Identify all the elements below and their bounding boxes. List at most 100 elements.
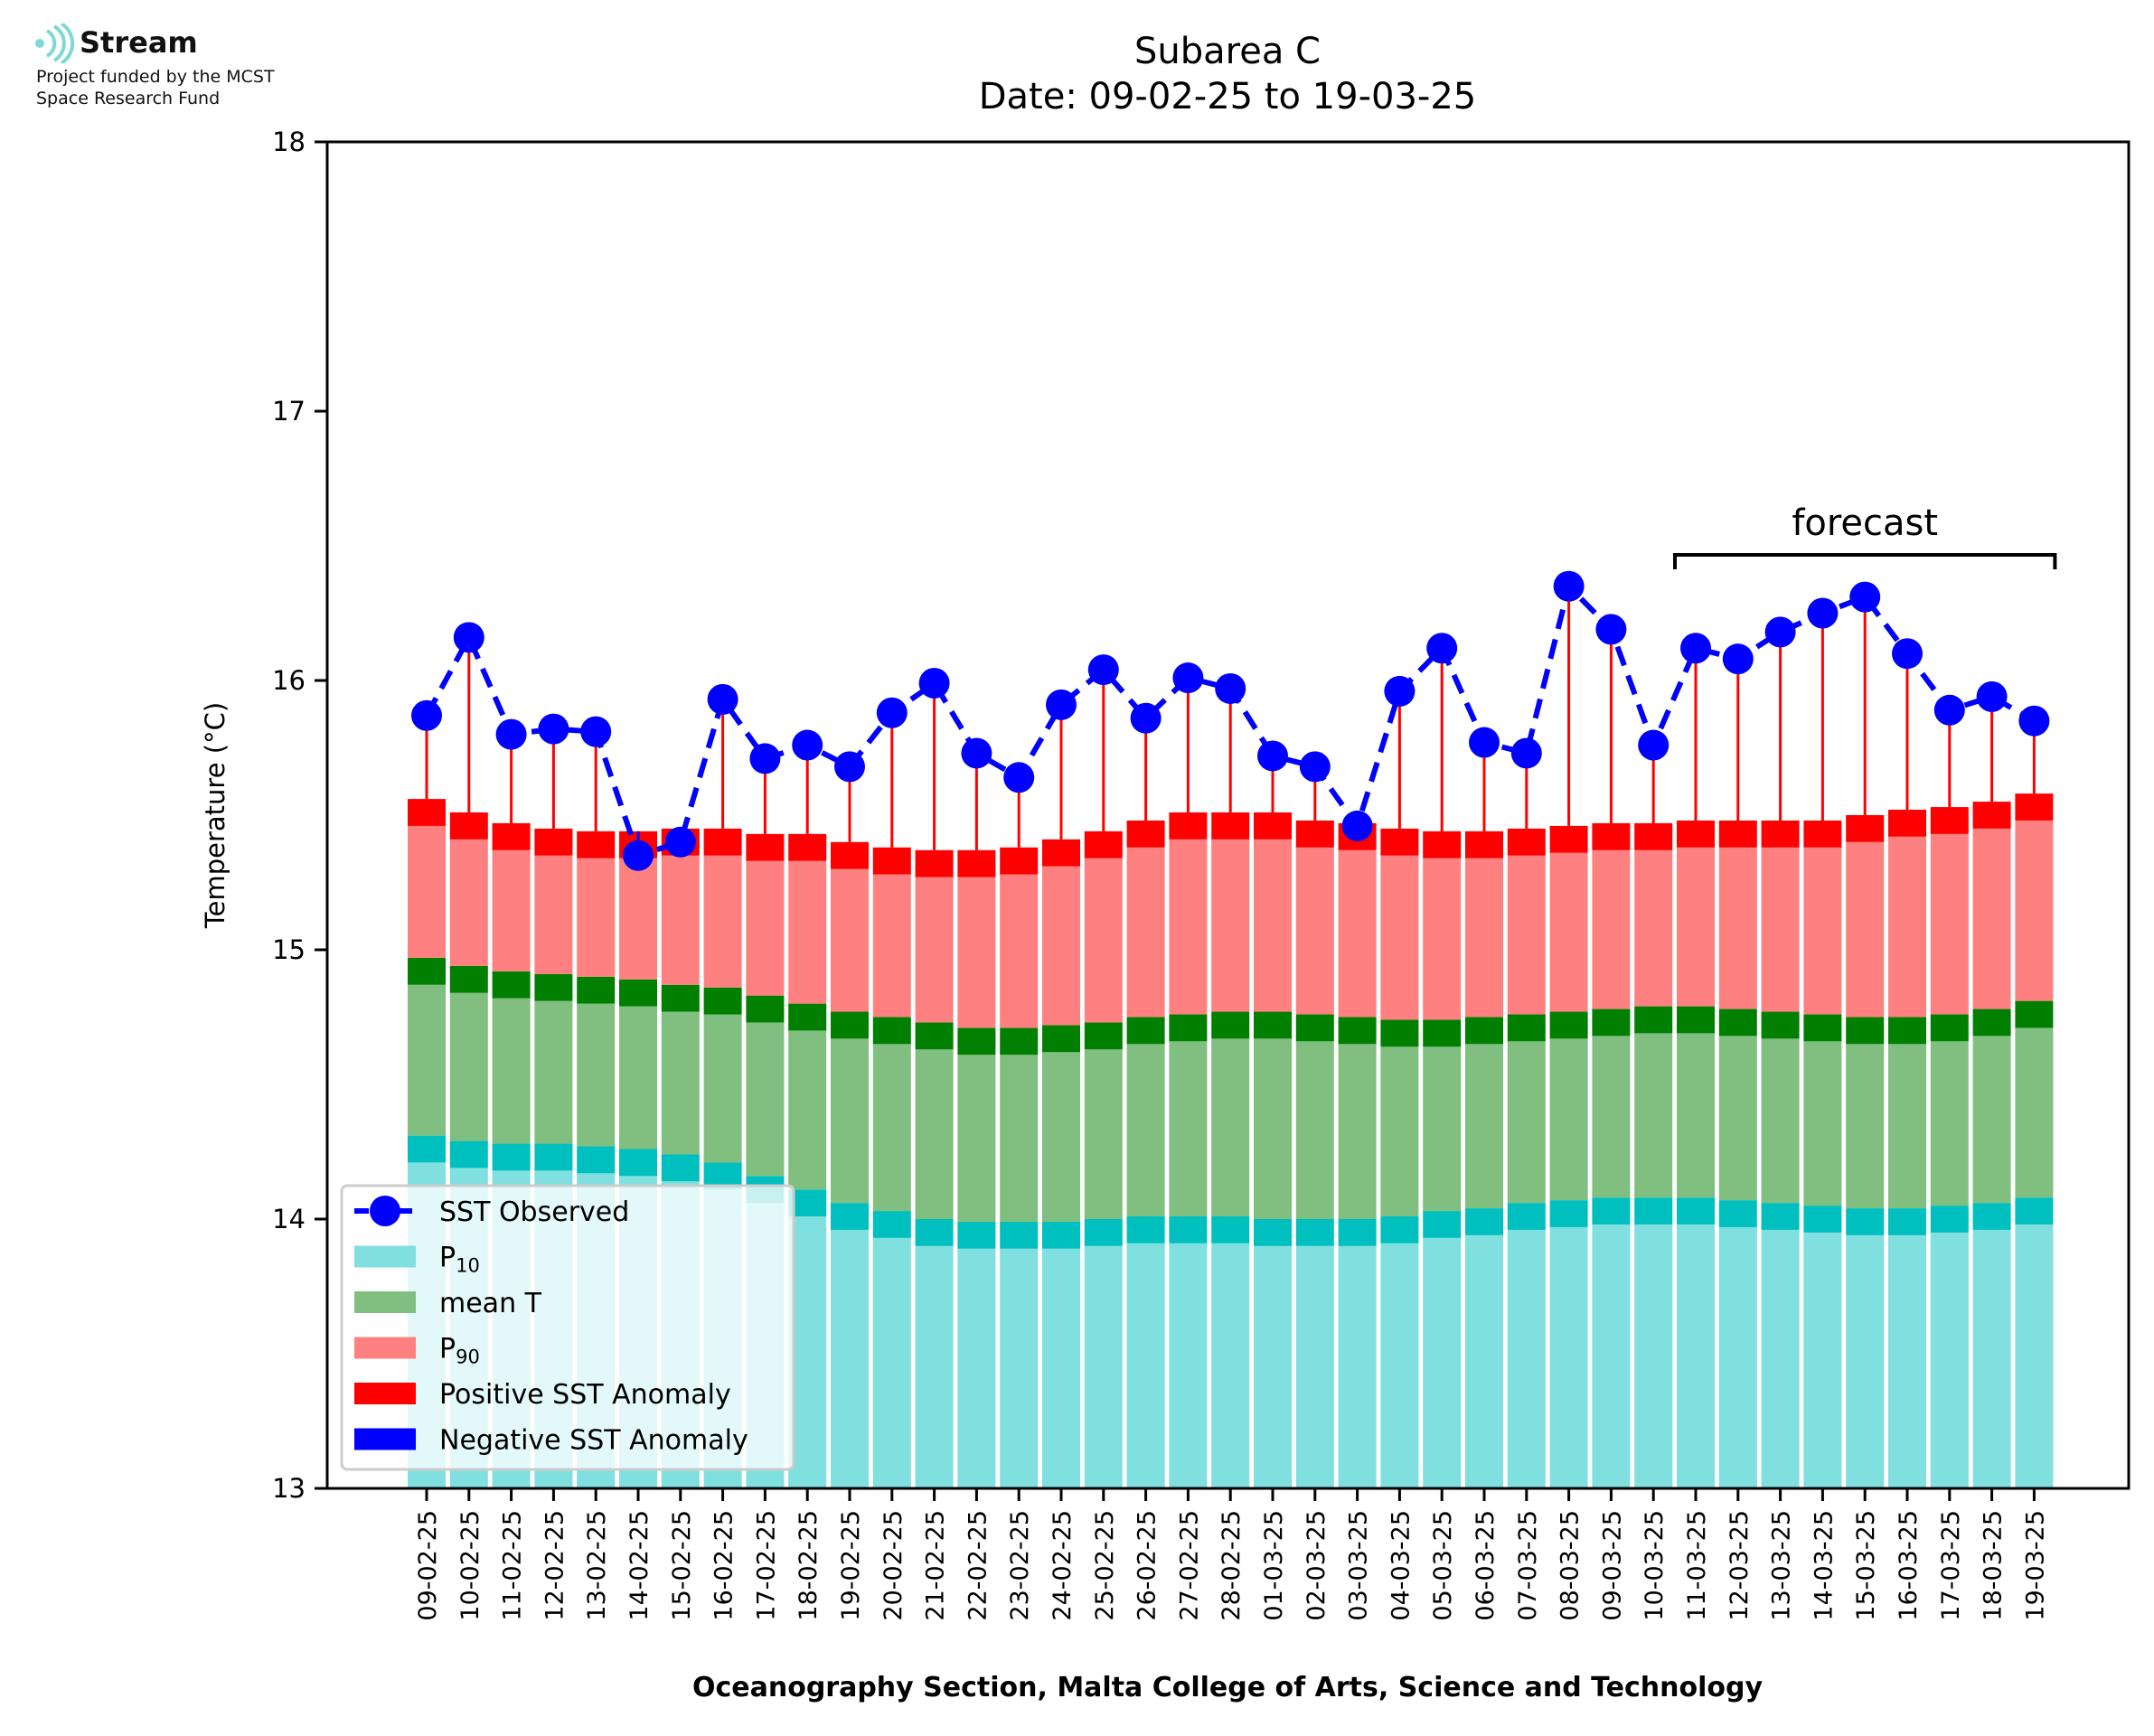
p10-bar [1126,1243,1165,1488]
p10-bar [1761,1229,1800,1488]
mean-band [1254,1011,1292,1039]
mean-band [1465,1017,1503,1045]
p90-bar [1254,839,1292,1012]
mean-bar [872,1044,911,1212]
p10-band [1549,1200,1588,1227]
legend-swatch [354,1337,416,1359]
sst-observed-point [1046,689,1077,720]
p90-band [831,841,869,869]
p90-bar [1634,849,1673,1007]
p10-band [1634,1197,1673,1225]
p10-bar [915,1245,954,1488]
p90-bar [1803,847,1842,1015]
x-tick-label: 20-02-25 [879,1510,908,1621]
x-tick-label: 01-03-25 [1260,1510,1288,1621]
p10-band [1211,1216,1250,1243]
mean-band [408,957,446,985]
sst-observed-point [1595,614,1627,645]
legend-label: Positive SST Anomaly [439,1379,731,1411]
mean-band [1211,1011,1250,1039]
p10-band [577,1146,616,1174]
x-tick-label: 10-03-25 [1641,1510,1669,1621]
sst-observed-point [1764,616,1796,648]
mean-bar [1211,1038,1250,1217]
p90-band [1718,820,1757,848]
p10-bar [1888,1234,1926,1488]
p90-bar [1169,839,1208,1015]
p90-bar [1592,849,1631,1009]
x-tick-label: 12-03-25 [1726,1510,1754,1621]
mean-bar [1972,1036,2011,1204]
p90-band [1000,847,1039,875]
sst-observed-point [707,683,738,715]
forecast-bracket-line [1673,553,2057,569]
p10-band [1423,1211,1462,1238]
x-tick-label: 03-03-25 [1345,1510,1373,1621]
sst-observed-point [1003,762,1035,793]
mean-band [1507,1014,1546,1042]
x-axis-label: Oceanography Section, Malta College of A… [692,1672,1764,1703]
x-tick-label: 16-03-25 [1895,1510,1923,1621]
sst-observed-point [1299,751,1331,783]
p90-band [534,828,573,856]
legend-swatch [354,1291,416,1313]
x-tick-label: 26-02-25 [1133,1510,1162,1621]
mean-bar [1846,1044,1885,1209]
x-tick-label: 25-02-25 [1091,1510,1119,1621]
mean-bar [2015,1028,2054,1198]
x-tick-label: 17-03-25 [1937,1510,1965,1621]
mean-band [1930,1014,1969,1042]
p10-band [1084,1219,1123,1246]
p90-bar [1846,841,1885,1018]
p10-bar [1169,1243,1208,1488]
mean-bar [1380,1046,1419,1217]
mean-bar [1295,1041,1334,1219]
mean-bar [1507,1041,1546,1204]
mean-bar [577,1003,616,1147]
mean-bar [703,1014,742,1163]
p90-band [577,830,616,859]
p10-bar [1295,1245,1334,1488]
mean-band [1380,1019,1419,1047]
mean-band [1042,1025,1080,1053]
x-tick-label: 10-02-25 [456,1510,484,1621]
mean-bar [1549,1038,1588,1201]
p90-band [1042,839,1080,867]
x-tick-label: 13-02-25 [583,1510,611,1621]
p90-band [1295,820,1334,848]
sst-observed-point [961,737,992,769]
p90-band [957,849,996,877]
sst-observed-point [1257,740,1288,772]
mean-band [1803,1014,1842,1042]
mean-band [661,984,700,1012]
p10-bar [1803,1232,1842,1488]
p10-bar [2015,1224,2054,1488]
legend-label: SST Observed [439,1196,629,1228]
logo-name: Stream [80,25,198,60]
p90-bar [703,855,742,988]
plot-frame [325,140,2130,1490]
mean-band [788,1003,827,1031]
sst-observed-point [1553,570,1585,602]
mean-band [1126,1017,1165,1045]
p10-band [449,1140,488,1168]
p90-band [1380,828,1419,856]
p10-bar [1042,1248,1080,1488]
x-tick-label: 27-02-25 [1175,1510,1203,1621]
p10-band [1677,1197,1715,1225]
mean-bar [831,1038,869,1204]
mean-bar [408,984,446,1136]
legend-swatch [354,1428,416,1450]
p10-bar [1211,1243,1250,1488]
x-tick-label: 09-02-25 [414,1510,442,1621]
legend-box [340,1184,795,1471]
x-tick-label: 15-03-25 [1852,1510,1880,1621]
p10-bar [1507,1229,1546,1488]
mean-band [577,976,616,1004]
mean-bar [1930,1041,1969,1206]
p90-bar [1338,849,1377,1018]
p90-band [915,849,954,877]
x-tick-label: 24-02-25 [1049,1510,1077,1621]
x-tick-label: 09-03-25 [1598,1510,1626,1621]
p10-bar [1718,1226,1757,1488]
